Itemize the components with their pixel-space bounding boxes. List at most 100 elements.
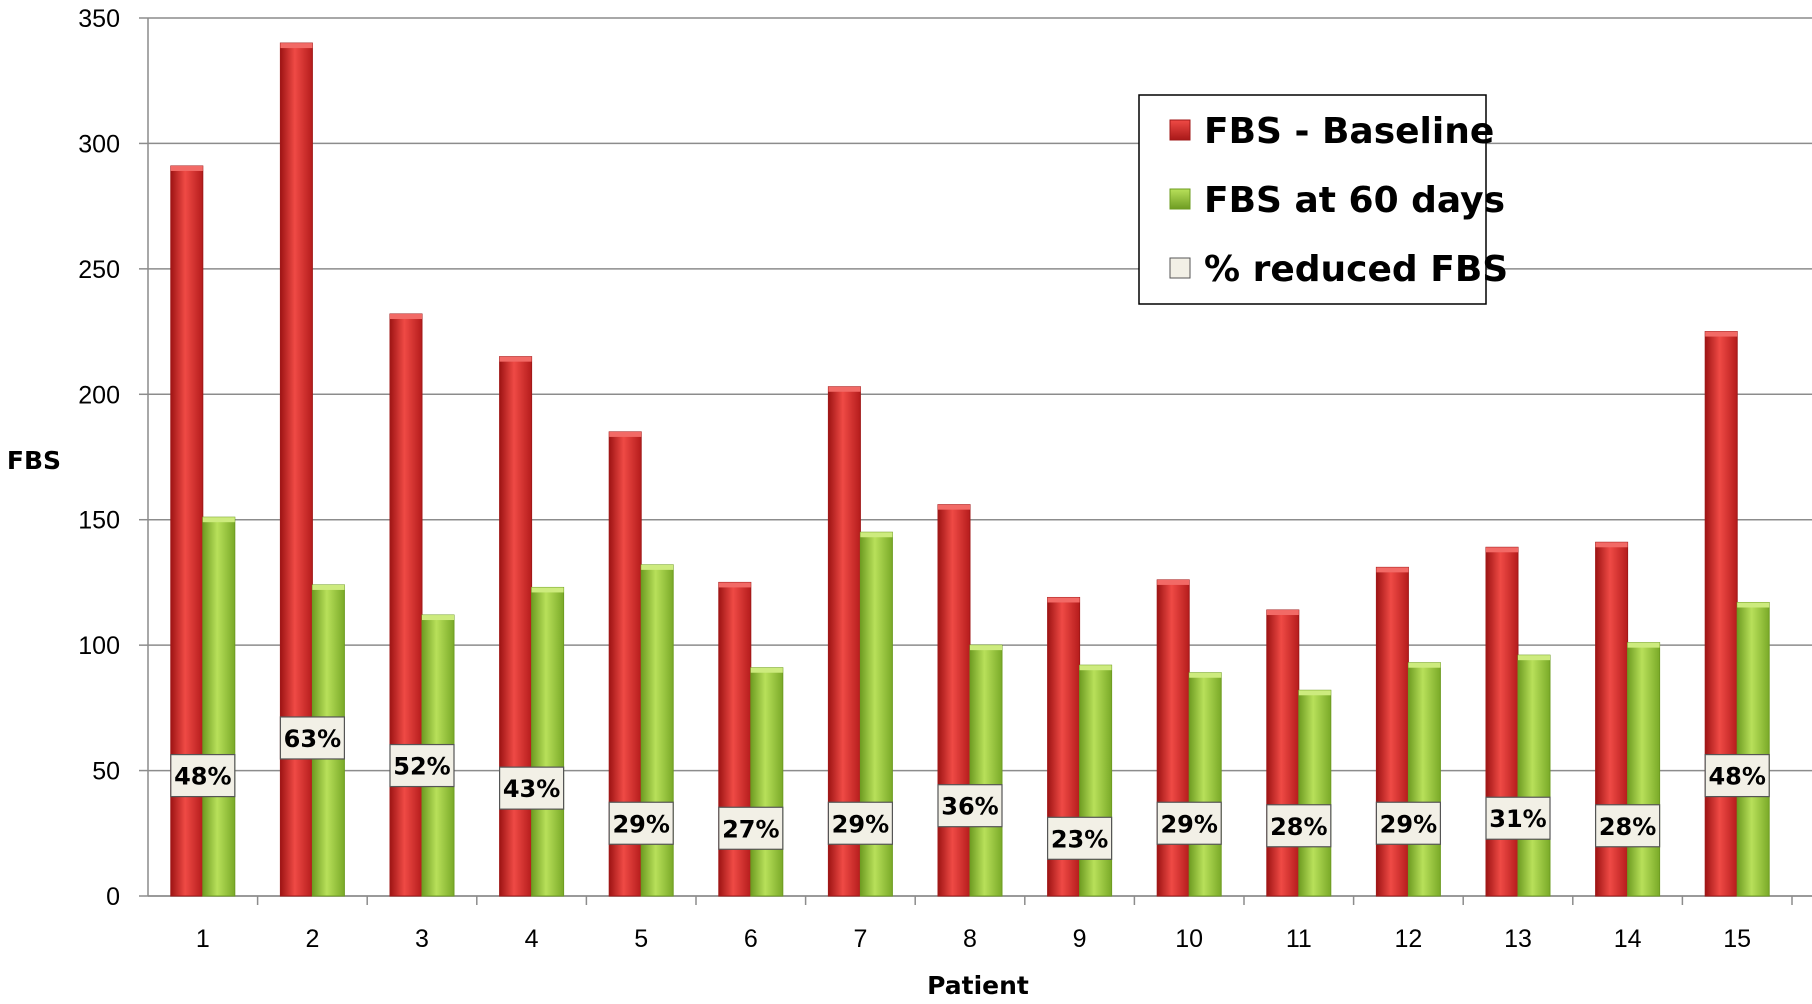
y-tick-label: 250	[78, 256, 120, 284]
bar-60days-4	[531, 586, 565, 897]
data-label-box	[499, 766, 565, 810]
bar-cap-baseline	[938, 504, 970, 510]
data-label-box	[1375, 801, 1442, 845]
y-tick-label: 150	[78, 507, 120, 535]
bars	[170, 42, 1770, 897]
bar-cap-baseline	[1047, 597, 1080, 603]
x-tick-label: 7	[853, 925, 867, 953]
legend-swatch-reduced	[1169, 257, 1191, 279]
data-label-text: 23%	[1051, 825, 1108, 853]
data-label-9: 23%	[1046, 816, 1113, 860]
x-tick-label: 12	[1394, 925, 1422, 953]
data-label-text: 48%	[174, 763, 231, 791]
x-tick-label: 2	[305, 925, 319, 953]
bar-60days-10	[1188, 672, 1222, 897]
data-label-11: 28%	[1266, 804, 1332, 848]
y-tick-label: 300	[78, 130, 120, 158]
bar-60days-5	[640, 564, 674, 897]
x-tick-label: 6	[744, 925, 758, 953]
y-axis-title: FBS	[7, 446, 61, 475]
bar-baseline-12	[1375, 566, 1409, 897]
data-label-box	[937, 784, 1003, 828]
bar-60days-14	[1627, 642, 1661, 897]
data-label-5: 29%	[608, 801, 674, 845]
data-labels: 48% 63% 52% 43% 29% 27% 29% 36% 23% 29% 28% 29% 31% 2…	[170, 716, 1770, 860]
bar-60days-11	[1298, 689, 1332, 897]
x-tick-label: 10	[1175, 925, 1203, 953]
data-label-box	[827, 801, 894, 845]
data-label-3: 52%	[389, 743, 455, 788]
bar-baseline-8	[937, 504, 971, 897]
data-label-15: 48%	[1704, 753, 1770, 798]
data-label-2: 63%	[279, 716, 345, 760]
data-label-box	[1485, 796, 1551, 840]
data-label-box	[718, 806, 784, 850]
data-label-box	[1594, 804, 1661, 848]
data-label-box	[1046, 816, 1113, 860]
data-label-text: 28%	[1599, 813, 1656, 841]
bar-cap-60days	[1518, 655, 1550, 661]
data-label-box	[1266, 804, 1332, 848]
data-label-text: 27%	[722, 815, 779, 843]
data-label-text: 29%	[832, 810, 889, 838]
bar-baseline-13	[1485, 546, 1519, 897]
bar-baseline-4	[499, 356, 533, 897]
y-tick-label: 100	[78, 632, 120, 660]
data-label-box	[389, 743, 455, 788]
data-label-14: 28%	[1594, 804, 1661, 848]
data-label-text: 28%	[1270, 813, 1327, 841]
bar-cap-60days	[202, 517, 235, 523]
bar-60days-1	[202, 516, 236, 897]
data-label-text: 52%	[393, 753, 450, 781]
legend-box	[1138, 94, 1487, 305]
data-label-text: 31%	[1489, 805, 1546, 833]
data-label-12: 29%	[1375, 801, 1442, 845]
bar-cap-baseline	[1486, 547, 1518, 553]
data-label-box	[170, 753, 236, 798]
data-label-6: 27%	[718, 806, 784, 850]
x-tick-label: 1	[196, 925, 210, 953]
data-label-text: 43%	[503, 775, 560, 803]
bar-baseline-2	[279, 42, 313, 897]
y-tick-label: 50	[92, 758, 120, 786]
x-tick-label: 8	[963, 925, 977, 953]
bar-cap-baseline	[1376, 567, 1409, 573]
bar-cap-60days	[641, 564, 674, 570]
y-tick-label: 200	[78, 381, 120, 409]
legend-label: FBS - Baseline	[1204, 111, 1494, 152]
y-tick-label: 0	[106, 883, 120, 911]
data-label-text: 63%	[284, 725, 341, 753]
data-label-13: 31%	[1485, 796, 1551, 840]
y-tick-label: 350	[78, 5, 120, 33]
bar-cap-baseline	[1157, 579, 1190, 585]
bar-cap-60days	[1408, 662, 1441, 668]
bar-cap-baseline	[390, 314, 422, 320]
bar-baseline-11	[1266, 609, 1300, 897]
data-label-10: 29%	[1156, 801, 1222, 845]
bar-cap-60days	[531, 587, 564, 593]
bar-60days-12	[1407, 662, 1441, 897]
legend-label: % reduced FBS	[1204, 249, 1508, 290]
data-label-7: 29%	[827, 801, 894, 845]
x-tick-label: 11	[1286, 925, 1312, 953]
bar-cap-60days	[312, 584, 345, 590]
bar-cap-baseline	[499, 356, 532, 362]
x-tick-label: 4	[525, 925, 539, 953]
x-tick-label: 3	[415, 925, 429, 953]
data-label-text: 48%	[1708, 763, 1765, 791]
x-tick-label: 9	[1073, 925, 1087, 953]
data-label-8: 36%	[937, 784, 1003, 828]
bar-cap-baseline	[828, 386, 861, 392]
bar-cap-baseline	[170, 166, 203, 172]
data-label-4: 43%	[499, 766, 565, 810]
data-label-text: 29%	[1380, 810, 1437, 838]
x-tick-label: 14	[1614, 925, 1642, 953]
bar-cap-baseline	[1705, 331, 1738, 337]
bar-cap-60days	[1189, 672, 1222, 678]
bar-cap-60days	[1627, 642, 1660, 648]
x-tick-label: 15	[1723, 925, 1751, 953]
data-label-text: 36%	[941, 793, 998, 821]
data-label-1: 48%	[170, 753, 236, 798]
